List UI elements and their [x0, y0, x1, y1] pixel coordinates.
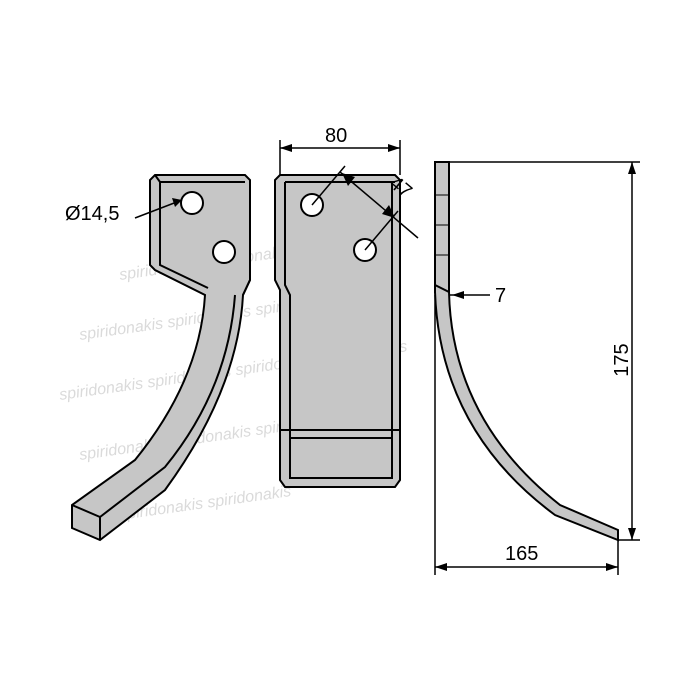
right-view	[435, 162, 618, 540]
technical-drawing: spiridonakis spiridonakis spiridonakis s…	[0, 0, 700, 700]
middle-view	[275, 175, 400, 487]
dim-total-height: 175	[449, 162, 640, 540]
dim-thickness-label: 7	[495, 285, 506, 307]
dim-total-height-label: 175	[611, 343, 633, 376]
dim-thickness: 7	[449, 285, 506, 307]
dim-top-width-label: 80	[325, 125, 347, 147]
dim-hole-diameter-label: Ø14,5	[65, 203, 119, 225]
dim-blade-reach-label: 165	[505, 543, 538, 565]
dim-blade-reach: 165	[435, 295, 618, 575]
left-view	[72, 175, 250, 540]
dim-top-width: 80	[280, 125, 400, 175]
